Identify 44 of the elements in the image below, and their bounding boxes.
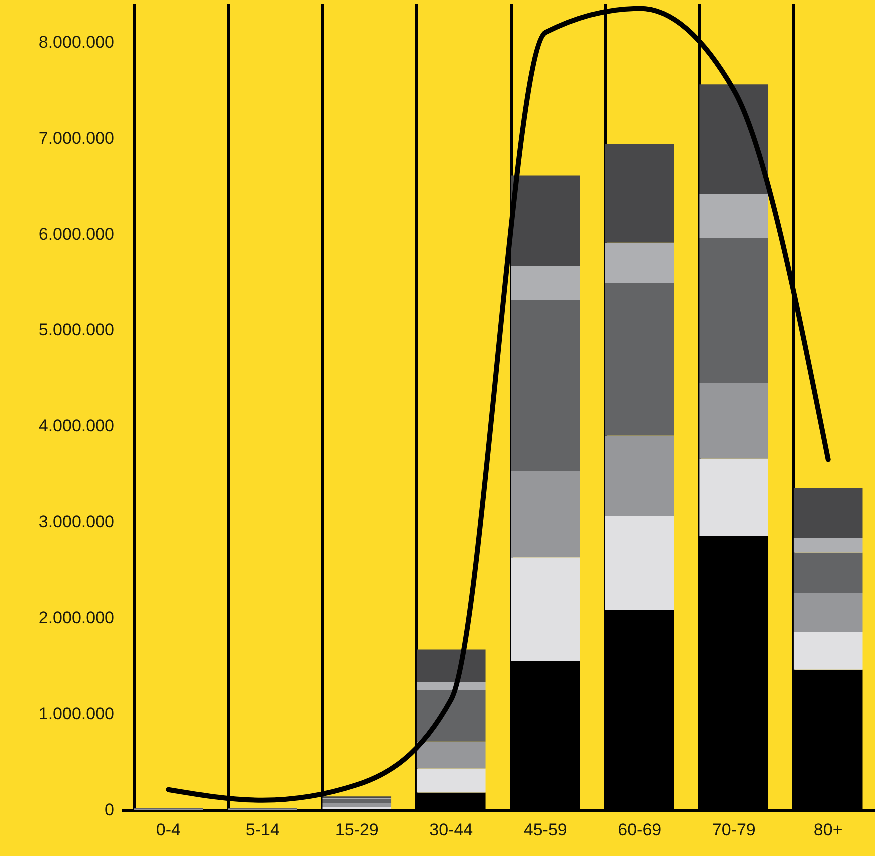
bar xyxy=(605,436,674,516)
bar xyxy=(794,632,863,670)
x-tick-label: 0-4 xyxy=(156,820,181,840)
bar xyxy=(700,194,769,238)
y-tick-label: 8.000.000 xyxy=(38,32,114,52)
bar xyxy=(416,768,486,793)
x-tick-label: 15-29 xyxy=(335,820,379,840)
bar xyxy=(511,176,580,266)
x-tick-label: 80+ xyxy=(814,820,843,840)
y-tick-label: 0 xyxy=(105,800,114,820)
bar xyxy=(605,144,674,243)
bar xyxy=(322,799,392,804)
y-tick-label: 7.000.000 xyxy=(38,128,114,148)
bar xyxy=(416,690,486,742)
bar xyxy=(794,593,863,632)
x-tick-label: 45-59 xyxy=(524,820,568,840)
y-tick-label: 2.000.000 xyxy=(38,608,114,628)
bar xyxy=(511,558,580,662)
x-tick-label: 70-79 xyxy=(712,820,756,840)
y-tick-label: 5.000.000 xyxy=(38,320,114,340)
y-tick-label: 6.000.000 xyxy=(38,224,114,244)
bar xyxy=(322,803,392,808)
bar xyxy=(700,458,769,537)
x-tick-label: 60-69 xyxy=(618,820,662,840)
y-tick-label: 3.000.000 xyxy=(38,512,114,532)
x-tick-label: 5-14 xyxy=(246,820,280,840)
bar xyxy=(794,488,863,538)
bar xyxy=(605,283,674,436)
bar xyxy=(416,682,486,690)
bar xyxy=(511,471,580,558)
y-tick-label: 4.000.000 xyxy=(38,416,114,436)
bar xyxy=(511,300,580,472)
bar xyxy=(794,538,863,553)
bar xyxy=(416,742,486,769)
bar xyxy=(794,552,863,594)
x-tick-label: 30-44 xyxy=(430,820,474,840)
bar xyxy=(700,84,769,194)
bar xyxy=(605,516,674,610)
bar xyxy=(700,238,769,384)
bar xyxy=(511,266,580,300)
bar xyxy=(700,383,769,459)
bar xyxy=(605,242,674,284)
bar xyxy=(416,650,486,682)
y-tick-label: 1.000.000 xyxy=(38,704,114,724)
